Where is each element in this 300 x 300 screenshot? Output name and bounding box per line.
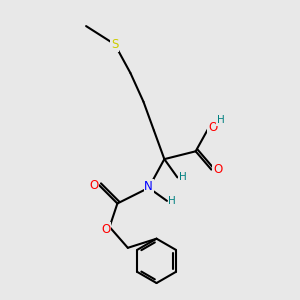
Text: O: O <box>101 223 110 236</box>
Text: O: O <box>208 121 217 134</box>
Text: S: S <box>111 38 118 51</box>
Text: O: O <box>213 163 223 176</box>
Text: H: H <box>217 115 224 125</box>
Text: N: N <box>144 180 153 193</box>
Text: H: H <box>179 172 187 182</box>
Text: H: H <box>168 196 176 206</box>
Text: O: O <box>89 179 98 192</box>
